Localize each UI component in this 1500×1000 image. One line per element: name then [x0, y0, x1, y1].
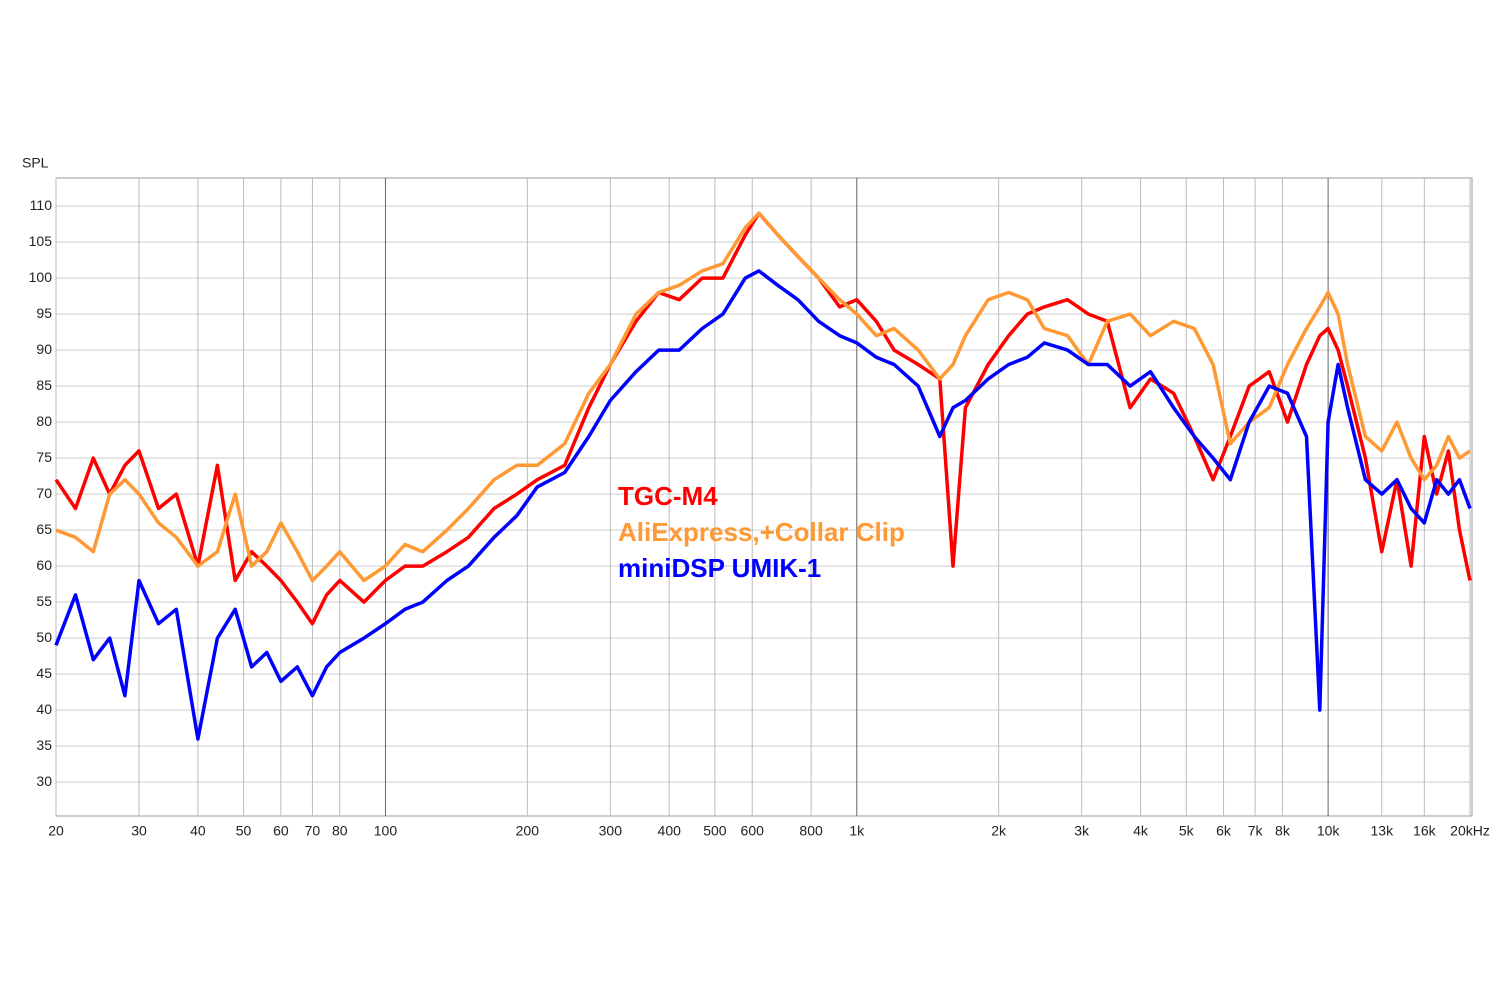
- y-tick-label: 30: [36, 773, 52, 789]
- x-tick-label: 7k: [1248, 823, 1264, 839]
- y-axis-label: SPL: [22, 155, 49, 171]
- x-tick-label: 5k: [1179, 823, 1195, 839]
- y-tick-label: 55: [36, 593, 52, 609]
- y-tick-label: 65: [36, 521, 52, 537]
- y-tick-label: 85: [36, 377, 52, 393]
- x-tick-label: 50: [236, 823, 252, 839]
- y-tick-label: 100: [29, 269, 53, 285]
- x-tick-label: 60: [273, 823, 289, 839]
- y-tick-label: 90: [36, 341, 52, 357]
- y-tick-label: 75: [36, 449, 52, 465]
- x-tick-label: 4k: [1133, 823, 1149, 839]
- x-tick-label: 10k: [1317, 823, 1341, 839]
- x-tick-label: 70: [305, 823, 321, 839]
- legend-entry: miniDSP UMIK-1: [618, 553, 821, 583]
- y-tick-label: 70: [36, 485, 52, 501]
- x-tick-label: 13k: [1371, 823, 1395, 839]
- y-tick-label: 50: [36, 629, 52, 645]
- x-tick-label: 600: [741, 823, 765, 839]
- x-tick-label: 6k: [1216, 823, 1232, 839]
- y-tick-label: 95: [36, 305, 52, 321]
- series-line: [54, 269, 1472, 741]
- x-tick-label: 300: [599, 823, 623, 839]
- x-tick-label: 500: [703, 823, 727, 839]
- x-tick-label: 3k: [1074, 823, 1090, 839]
- legend-entry: AliExpress,+Collar Clip: [618, 517, 905, 547]
- series-line: [55, 211, 1471, 583]
- y-tick-label: 60: [36, 557, 52, 573]
- x-tick-label: 40: [190, 823, 206, 839]
- y-tick-label: 110: [30, 197, 53, 213]
- y-tick-label: 35: [36, 737, 52, 753]
- y-tick-label: 80: [36, 413, 52, 429]
- x-tick-label: 400: [658, 823, 682, 839]
- x-tick-label: 200: [516, 823, 540, 839]
- legend-entry: TGC-M4: [618, 481, 718, 511]
- x-tick-label: 2k: [991, 823, 1007, 839]
- x-tick-label: 100: [374, 823, 398, 839]
- y-tick-label: 105: [29, 233, 53, 249]
- x-tick-label: 20kHz: [1450, 823, 1490, 839]
- x-tick-label: 80: [332, 823, 348, 839]
- y-tick-label: 40: [36, 701, 52, 717]
- x-tick-label: 1k: [849, 823, 865, 839]
- x-tick-label: 8k: [1275, 823, 1291, 839]
- x-tick-label: 20: [48, 823, 64, 839]
- x-tick-label: 30: [131, 823, 147, 839]
- x-tick-label: 800: [799, 823, 823, 839]
- y-tick-label: 45: [36, 665, 52, 681]
- x-tick-label: 16k: [1413, 823, 1437, 839]
